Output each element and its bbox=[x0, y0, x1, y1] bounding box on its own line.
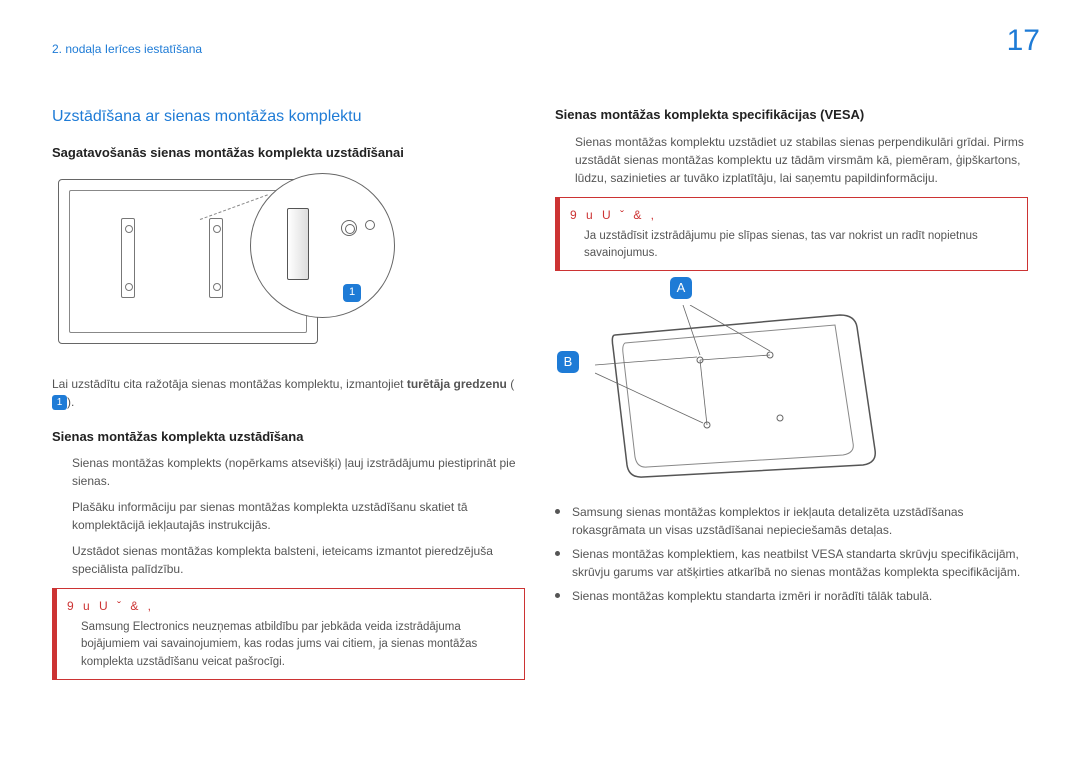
callout-1-badge: 1 bbox=[343, 284, 361, 302]
right-column: Sienas montāžas komplekta specifikācijas… bbox=[555, 105, 1028, 680]
subsection-install: Sienas montāžas komplekta uzstādīšana bbox=[52, 427, 525, 447]
callout-a-badge: A bbox=[670, 277, 692, 299]
list-item: Sienas montāžas komplektiem, kas neatbil… bbox=[555, 545, 1028, 581]
vesa-diagram: A B bbox=[555, 277, 1028, 485]
warning-box-right: 9 u U ˇ & , Ja uzstādīsit izstrādājumu p… bbox=[555, 197, 1028, 272]
list-item: Sienas montāžas komplektu standarta izmē… bbox=[555, 587, 1028, 605]
bullet-icon bbox=[555, 551, 560, 556]
warning-box-left: 9 u U ˇ & , Samsung Electronics neuzņema… bbox=[52, 588, 525, 680]
warning-title-r: 9 u U ˇ & , bbox=[570, 206, 1017, 224]
list-item: Samsung sienas montāžas komplektos ir ie… bbox=[555, 503, 1028, 539]
section-title: Uzstādīšana ar sienas montāžas komplektu bbox=[52, 105, 525, 129]
tv-perspective-icon bbox=[595, 305, 885, 480]
bullet-icon bbox=[555, 509, 560, 514]
warning-text-r: Ja uzstādīsit izstrādājumu pie slīpas si… bbox=[570, 228, 1017, 263]
vesa-p1: Sienas montāžas komplektu uzstādiet uz s… bbox=[575, 133, 1028, 187]
content-area: Uzstādīšana ar sienas montāžas komplektu… bbox=[52, 105, 1028, 680]
subsection-prep: Sagatavošanās sienas montāžas komplekta … bbox=[52, 143, 525, 163]
subsection-vesa: Sienas montāžas komplekta specifikācijas… bbox=[555, 105, 1028, 125]
breadcrumb: 2. nodaļa Ierīces iestatīšana bbox=[52, 40, 202, 58]
install-p1: Sienas montāžas komplekts (nopērkams ats… bbox=[72, 454, 525, 490]
vesa-bullets: Samsung sienas montāžas komplektos ir ie… bbox=[555, 503, 1028, 605]
page-number: 17 bbox=[1007, 18, 1040, 63]
bullet-icon bbox=[555, 593, 560, 598]
inline-badge-1: 1 bbox=[52, 395, 67, 410]
left-column: Uzstādīšana ar sienas montāžas komplektu… bbox=[52, 105, 525, 680]
prep-diagram: 1 bbox=[52, 175, 525, 355]
warning-text: Samsung Electronics neuzņemas atbildību … bbox=[67, 619, 514, 671]
install-p3: Uzstādot sienas montāžas komplekta balst… bbox=[72, 542, 525, 578]
zoom-circle-icon: 1 bbox=[250, 173, 395, 318]
install-p2: Plašāku informāciju par sienas montāžas … bbox=[72, 498, 525, 534]
prep-paragraph: Lai uzstādītu cita ražotāja sienas montā… bbox=[52, 375, 525, 411]
callout-b-badge: B bbox=[557, 351, 579, 373]
warning-title: 9 u U ˇ & , bbox=[67, 597, 514, 615]
